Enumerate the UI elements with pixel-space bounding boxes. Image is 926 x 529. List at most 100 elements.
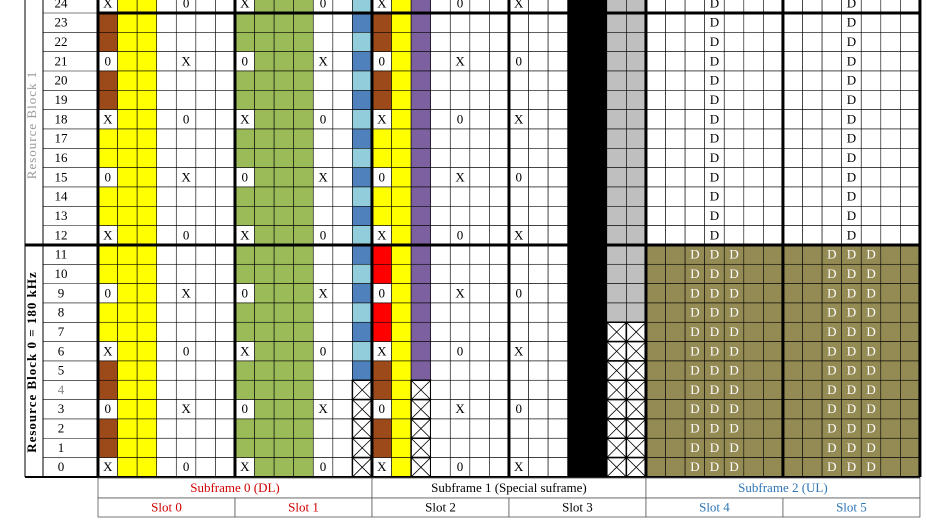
cell [156,437,177,458]
cell [723,109,745,130]
cell [880,399,901,420]
cell [802,167,823,188]
cell [449,148,471,168]
cell-text: D [827,305,836,320]
cell [567,418,588,439]
cell [900,283,921,304]
cell [743,32,764,52]
cell [900,206,921,226]
cell [312,70,334,91]
cell [547,225,568,246]
cell [293,148,314,168]
cell [430,70,451,91]
cell [821,70,842,91]
row-label: 23 [55,15,68,30]
cell [215,263,236,284]
cell [586,12,608,33]
cell-text: 0 [379,285,386,300]
cell [195,51,216,72]
cell [215,244,236,265]
cell [802,0,823,14]
cell [391,70,412,91]
cell [117,128,138,149]
cell-text: D [710,53,719,68]
cell [215,186,236,207]
row-label: 20 [55,73,68,88]
cell [763,263,784,284]
cell [645,0,666,14]
cell-text: X [181,53,191,68]
cell [391,244,412,265]
cell [723,206,745,226]
cell [449,263,471,284]
cell-text: 0 [183,111,190,126]
cell [547,321,568,342]
cell [97,148,118,168]
cell [743,341,764,362]
cell [684,32,705,52]
cell-text: D [847,15,856,30]
cell [489,244,510,265]
cell [156,244,177,265]
cell [782,321,803,342]
cell-text: D [710,111,719,126]
cell-text: X [318,169,328,184]
cell [626,283,647,304]
cell [293,379,314,400]
cell-text: 0 [105,401,112,416]
cell [175,128,197,149]
cell [743,302,764,323]
cell [900,109,921,130]
cell [136,437,158,458]
cell-text: X [181,285,191,300]
cell [665,186,686,207]
cell [763,302,784,323]
cell [802,321,823,342]
cell [586,379,608,400]
cell [900,302,921,323]
cell-text: 0 [320,111,327,126]
cell [312,90,334,110]
cell [645,206,666,226]
cell [391,206,412,226]
cell [469,302,490,323]
cell [860,128,882,149]
cell [900,418,921,439]
cell [332,90,353,110]
cell [371,128,392,149]
cell [97,437,118,458]
cell [234,418,255,439]
cell [723,12,745,33]
cell [410,225,431,246]
cell [684,206,705,226]
cell [645,12,666,33]
cell [567,302,588,323]
cell [273,418,295,439]
cell-text: D [729,266,738,281]
cell [430,186,451,207]
cell [449,70,471,91]
cell [665,148,686,168]
cell [273,32,295,52]
cell [880,360,901,381]
cell [449,379,471,400]
hatch [606,379,627,400]
cell [567,51,588,72]
cell [860,32,882,52]
cell [391,302,412,323]
hatch [410,457,431,478]
cell [136,263,158,284]
cell-text: D [690,305,699,320]
cell [293,109,314,130]
cell [410,51,431,72]
cell [802,302,823,323]
cell [900,0,921,14]
cell [821,128,842,149]
cell-text: X [240,111,250,126]
cell [860,148,882,168]
cell [215,32,236,52]
row-label: 13 [55,208,68,223]
cell-text: D [729,247,738,262]
cell [763,90,784,110]
cell [880,418,901,439]
